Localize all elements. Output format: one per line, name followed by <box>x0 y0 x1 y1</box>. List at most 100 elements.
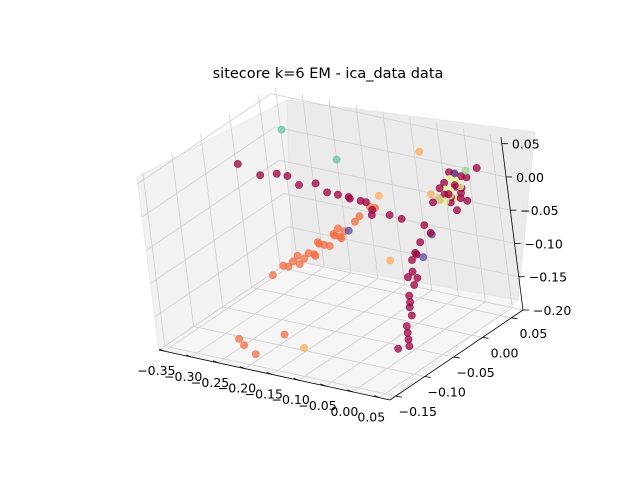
x-tick-label: −0.30 <box>164 369 202 384</box>
data-point <box>408 267 417 276</box>
grid-line-y <box>258 94 281 268</box>
data-point <box>344 193 353 201</box>
tick-labels: −0.35−0.30−0.25−0.20−0.15−0.10−0.050.00 0… <box>137 137 571 425</box>
data-point <box>334 224 342 233</box>
data-point <box>268 271 277 279</box>
grid-line-x <box>325 295 459 387</box>
data-point <box>408 256 416 264</box>
grid-line-x <box>217 272 352 364</box>
grid-line-z <box>154 226 288 318</box>
data-point <box>385 211 394 219</box>
data-point <box>429 198 437 207</box>
grid-line-y <box>229 114 252 288</box>
grid-line-x <box>355 105 379 279</box>
z-tick-label: −0.20 <box>533 303 571 318</box>
data-point <box>233 160 242 168</box>
grid-line-x <box>271 284 406 375</box>
data-point <box>426 190 435 199</box>
data-point <box>240 341 248 349</box>
z-tick-label: −0.15 <box>529 270 567 285</box>
data-point <box>272 169 281 178</box>
x-axis-line <box>158 349 391 401</box>
y-tick-label: −0.05 <box>456 365 494 380</box>
grid-line-x <box>382 111 406 285</box>
data-point <box>289 257 297 266</box>
data-point <box>311 179 320 188</box>
data-point <box>416 238 425 247</box>
grid-line-y <box>251 287 483 338</box>
grid-line-x <box>191 266 325 358</box>
y-axis-line <box>389 309 524 401</box>
z-tick-label: −0.10 <box>525 236 563 251</box>
grid-line-z <box>150 193 284 284</box>
grid-line-y <box>142 173 166 347</box>
x-tick-label: −0.15 <box>245 386 283 401</box>
data-point <box>394 344 403 353</box>
z-axis-line <box>500 136 524 311</box>
data-point <box>461 166 470 175</box>
x-tick-label: 0.05 <box>357 410 385 425</box>
chart-title: sitecore k=6 EM - ica_data data <box>213 66 444 82</box>
data-point <box>435 184 444 193</box>
data-point <box>403 328 412 337</box>
grid-line-x <box>379 307 513 399</box>
data-point <box>235 334 243 343</box>
x-tick-label: −0.25 <box>191 375 229 390</box>
data-point <box>256 171 265 180</box>
data-point <box>356 196 365 205</box>
data-point <box>445 174 454 183</box>
grid-line-z <box>141 126 276 218</box>
data-point <box>329 229 338 238</box>
grid-line-y <box>200 133 224 308</box>
data-point <box>374 191 383 200</box>
data-point <box>280 330 289 339</box>
data-point <box>404 335 413 344</box>
data-point <box>333 190 342 199</box>
data-point <box>415 147 424 156</box>
y-tick-label: 0.05 <box>520 326 548 341</box>
grid-line-z <box>291 259 524 311</box>
data-point <box>445 168 453 177</box>
grid-line-x <box>489 134 513 308</box>
data-point <box>405 303 414 312</box>
grid-line-z <box>287 226 519 278</box>
data-point <box>313 238 322 246</box>
tick-mark-y <box>511 317 518 320</box>
grid-line-z <box>279 159 511 211</box>
grid-line-y <box>171 153 195 327</box>
tick-mark-y <box>424 376 431 378</box>
data-point <box>405 291 414 300</box>
data-point <box>293 251 302 260</box>
data-point <box>472 164 481 172</box>
y-tick-label: 0.00 <box>491 345 519 360</box>
data-point <box>426 228 435 237</box>
data-point <box>277 125 286 134</box>
data-point <box>386 256 394 265</box>
data-point <box>304 249 313 257</box>
tick-mark-y <box>482 336 489 339</box>
data-point <box>407 311 416 320</box>
y-tick-label: −0.10 <box>428 385 466 400</box>
data-point <box>456 194 465 202</box>
data-point <box>444 190 453 199</box>
data-points <box>233 125 481 358</box>
data-point <box>251 350 260 358</box>
x-tick-label: −0.05 <box>298 398 336 413</box>
grid-line-x <box>244 278 379 369</box>
grid-line-y <box>280 267 512 319</box>
data-point <box>453 206 461 215</box>
data-point <box>283 172 292 180</box>
data-point <box>402 322 411 330</box>
grid-line-x <box>436 122 459 297</box>
data-point <box>420 221 429 229</box>
data-point <box>413 274 422 282</box>
data-point <box>463 196 472 205</box>
data-point <box>300 343 308 352</box>
grid-line-y <box>193 326 425 377</box>
data-point <box>295 260 304 268</box>
plot-3d: −0.35−0.30−0.25−0.20−0.15−0.10−0.050.00 0… <box>136 88 571 425</box>
data-point <box>450 181 459 190</box>
data-point <box>410 281 419 289</box>
axes <box>158 136 529 401</box>
